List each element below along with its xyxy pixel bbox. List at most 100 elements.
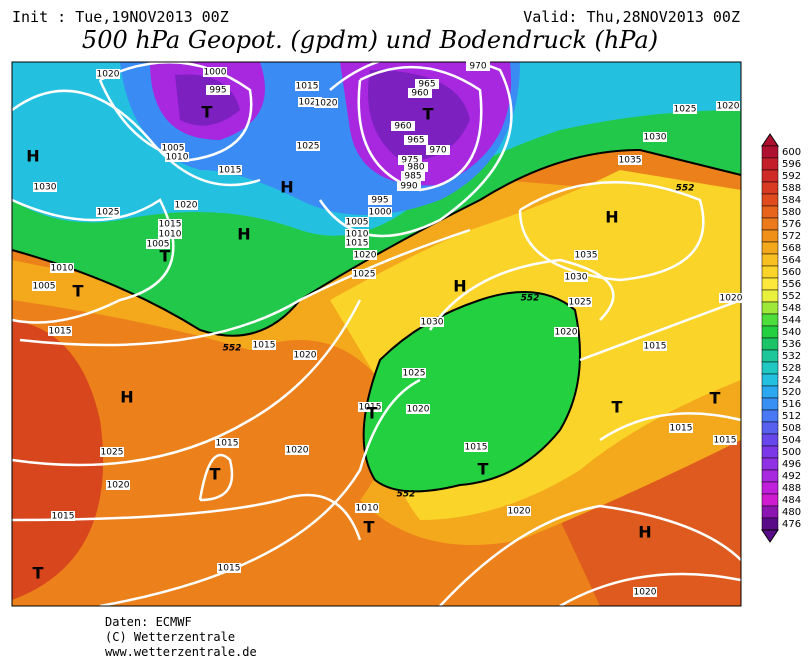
isobar-label: 1015: [218, 564, 241, 574]
colorbar-segment: [761, 181, 779, 195]
isobar-label-bg: [352, 269, 376, 279]
isobar-label-bg: [358, 402, 382, 412]
colorbar-arrow-top: [761, 133, 779, 147]
colorbar-segment: [761, 205, 779, 219]
colorbar-segment: [761, 277, 779, 291]
colorbar-label: 572: [782, 231, 801, 242]
isobar-label-bg: [669, 423, 693, 433]
isobar-label-bg: [285, 445, 309, 455]
isobar-label: 1035: [619, 156, 642, 166]
isobar-label: 1010: [166, 153, 189, 163]
isobar-label-bg: [716, 101, 740, 111]
isobar-label: 1025: [674, 105, 697, 115]
colorbar-segment: [761, 385, 779, 399]
isobar-label-bg: [293, 350, 317, 360]
colorbar-label: 508: [782, 423, 801, 434]
isobar-label-bg: [464, 442, 488, 452]
pressure-center: T: [202, 103, 213, 122]
colorbar-segment: [761, 397, 779, 411]
isobar-label-bg: [391, 121, 415, 131]
pressure-center: H: [120, 388, 133, 407]
footer-line: Daten: ECMWF: [105, 615, 192, 629]
isobar-label: 1015: [670, 424, 693, 434]
colorbar-label: 492: [782, 471, 801, 482]
colorbar-label: 568: [782, 243, 801, 254]
isobar-label: 1010: [346, 230, 369, 240]
isobar-label-bg: [252, 340, 276, 350]
colorbar-label: 540: [782, 327, 801, 338]
colorbar-label: 536: [782, 339, 801, 350]
colorbar-label: 548: [782, 303, 801, 314]
isobar-label: 1010: [159, 230, 182, 240]
isobar-label-bg: [402, 368, 426, 378]
isobar-label-bg: [466, 61, 490, 71]
isobar-label-bg: [404, 135, 428, 145]
isobar-label-bg: [415, 79, 439, 89]
isobar-label-bg: [345, 238, 369, 248]
pressure-center: T: [33, 564, 44, 583]
isobar-label-bg: [398, 155, 422, 165]
isobar-label: 1015: [465, 443, 488, 453]
colorbar-segment: [761, 169, 779, 183]
isobar-label-bg: [217, 563, 241, 573]
colorbar-segment: [761, 517, 779, 531]
colorbar-segment: [761, 337, 779, 351]
isobar-label: 1020: [315, 99, 338, 109]
colorbar-label: 476: [782, 519, 801, 530]
isobar-label: 1015: [253, 341, 276, 351]
isobar-label: 1020: [286, 446, 309, 456]
isobar-label-bg: [48, 326, 72, 336]
isobar-label-bg: [165, 152, 189, 162]
isobar-label-bg: [218, 165, 242, 175]
colorbar-label: 480: [782, 507, 801, 518]
colorbar-segment: [761, 157, 779, 171]
isobar-label-bg: [298, 97, 322, 107]
colorbar-label: 576: [782, 219, 801, 230]
pressure-center: T: [160, 247, 171, 266]
isobar-label-bg: [158, 229, 182, 239]
isobar-label: 1005: [346, 218, 369, 228]
pressure-center: H: [280, 178, 293, 197]
map-field: [12, 62, 741, 606]
isobar-label: 1010: [51, 264, 74, 274]
isobar-label-bg: [568, 297, 592, 307]
colorbar-label: 552: [782, 291, 801, 302]
isobar-label: 1020: [508, 507, 531, 517]
colorbar-label: 524: [782, 375, 801, 386]
colorbar-segment: [761, 505, 779, 519]
isobar-label: 1020: [717, 102, 740, 112]
colorbar-segment: [761, 253, 779, 267]
isobar-label-bg: [296, 141, 320, 151]
colorbar-segment: [761, 325, 779, 339]
isobar-label-bg: [96, 207, 120, 217]
isobar-label: 975: [401, 156, 418, 166]
isobar-label-bg: [345, 217, 369, 227]
isobar-label-bg: [206, 85, 230, 95]
colorbar-segment: [761, 289, 779, 303]
colorbar-segment: [761, 373, 779, 387]
isobar-label: 1020: [555, 328, 578, 338]
colorbar-segment: [761, 313, 779, 327]
isobar-label-bg: [397, 181, 421, 191]
colorbar-segment: [761, 301, 779, 315]
isobar-label-bg: [643, 341, 667, 351]
colorbar-label: 544: [782, 315, 801, 326]
pressure-center: T: [210, 465, 221, 484]
colorbar-segment: [761, 361, 779, 375]
isobar-label-bg: [633, 587, 657, 597]
isobar-label-bg: [719, 293, 743, 303]
isobar-label: 1010: [356, 504, 379, 514]
colorbar-label: 516: [782, 399, 801, 410]
isobar-label: 970: [429, 146, 446, 156]
colorbar-arrow-bottom: [761, 529, 779, 543]
colorbar-label: 512: [782, 411, 801, 422]
isobar-label: 1005: [162, 144, 185, 154]
isobar-label-bg: [174, 200, 198, 210]
colorbar-label: 520: [782, 387, 801, 398]
isobar-label: 1020: [175, 201, 198, 211]
colorbar-segment: [761, 457, 779, 471]
isobar-label: 990: [400, 182, 417, 192]
isobar-label: 1005: [33, 282, 56, 292]
colorbar-segment: [761, 445, 779, 459]
isobar-label: 1000: [204, 68, 227, 78]
